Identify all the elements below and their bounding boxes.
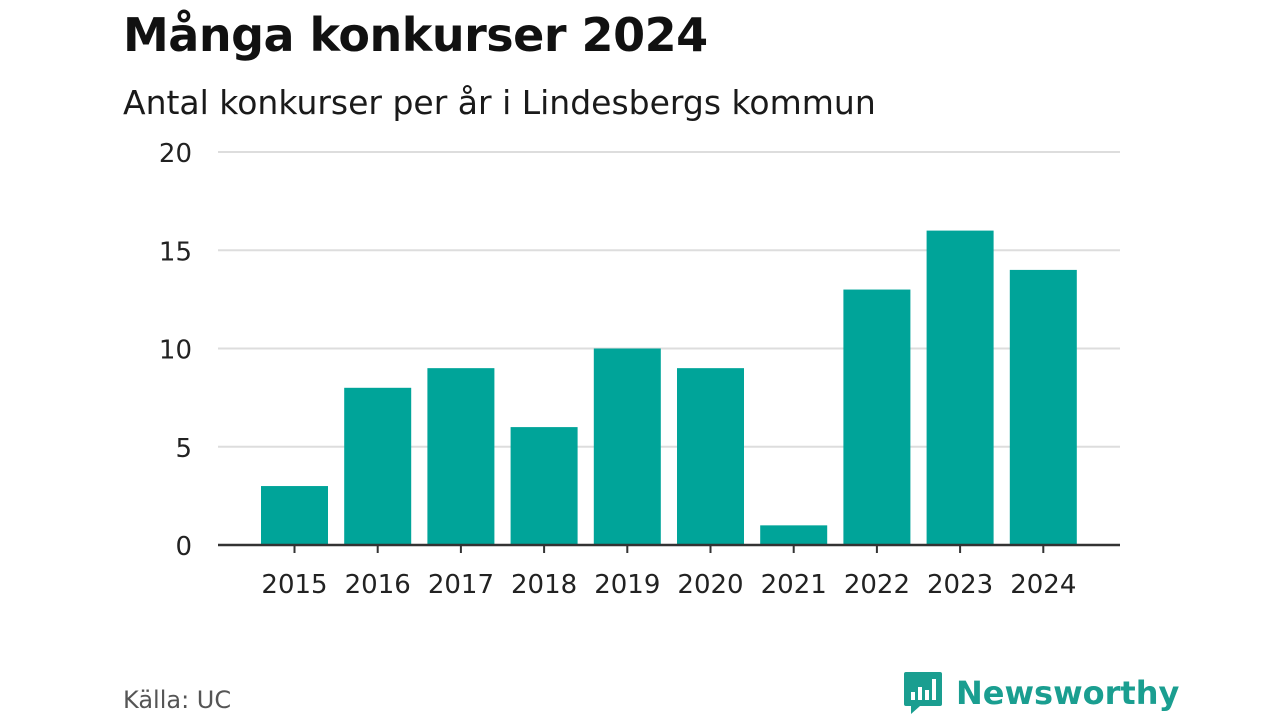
newsworthy-logo-icon xyxy=(904,672,942,714)
bar-2023 xyxy=(926,230,994,545)
bar-2016 xyxy=(344,387,412,545)
bar-2017 xyxy=(427,368,495,545)
bar-chart: 0 5 10 15 20 2015 2016 2017 2018 2019 2020 2021 202… xyxy=(159,139,1120,600)
bar-2015 xyxy=(261,486,328,545)
chart-title: Många konkurser 2024 xyxy=(123,8,708,62)
bar-2019 xyxy=(593,348,661,545)
bar-2018 xyxy=(510,427,578,545)
x-axis-ticks: 2015 2016 2017 2018 2019 2020 2021 2022 2023 2024 xyxy=(261,545,1076,600)
bar-2020 xyxy=(677,368,744,545)
bar-2021 xyxy=(760,525,828,545)
x-tick-label: 2021 xyxy=(761,570,827,600)
x-tick-label: 2019 xyxy=(594,570,660,600)
bar-2022 xyxy=(843,289,911,545)
x-tick-label: 2016 xyxy=(345,570,411,600)
y-tick-label: 0 xyxy=(175,532,192,562)
bars xyxy=(261,230,1077,545)
x-tick-label: 2022 xyxy=(844,570,910,600)
x-tick-label: 2023 xyxy=(927,570,993,600)
brand-logo: Newsworthy xyxy=(902,670,1179,716)
x-tick-label: 2020 xyxy=(677,570,743,600)
x-tick-label: 2024 xyxy=(1010,570,1076,600)
y-tick-label: 20 xyxy=(159,139,192,169)
y-tick-label: 5 xyxy=(175,434,192,464)
x-tick-label: 2017 xyxy=(428,570,494,600)
chart-subtitle: Antal konkurser per år i Lindesbergs kom… xyxy=(123,83,876,122)
y-axis-ticks: 0 5 10 15 20 xyxy=(159,139,192,562)
x-tick-label: 2018 xyxy=(511,570,577,600)
brand-name: Newsworthy xyxy=(956,674,1180,712)
bar-2024 xyxy=(1009,269,1077,545)
y-tick-label: 15 xyxy=(159,237,192,267)
x-tick-label: 2015 xyxy=(261,570,327,600)
y-tick-label: 10 xyxy=(159,336,192,366)
source-note: Källa: UC xyxy=(123,686,232,714)
